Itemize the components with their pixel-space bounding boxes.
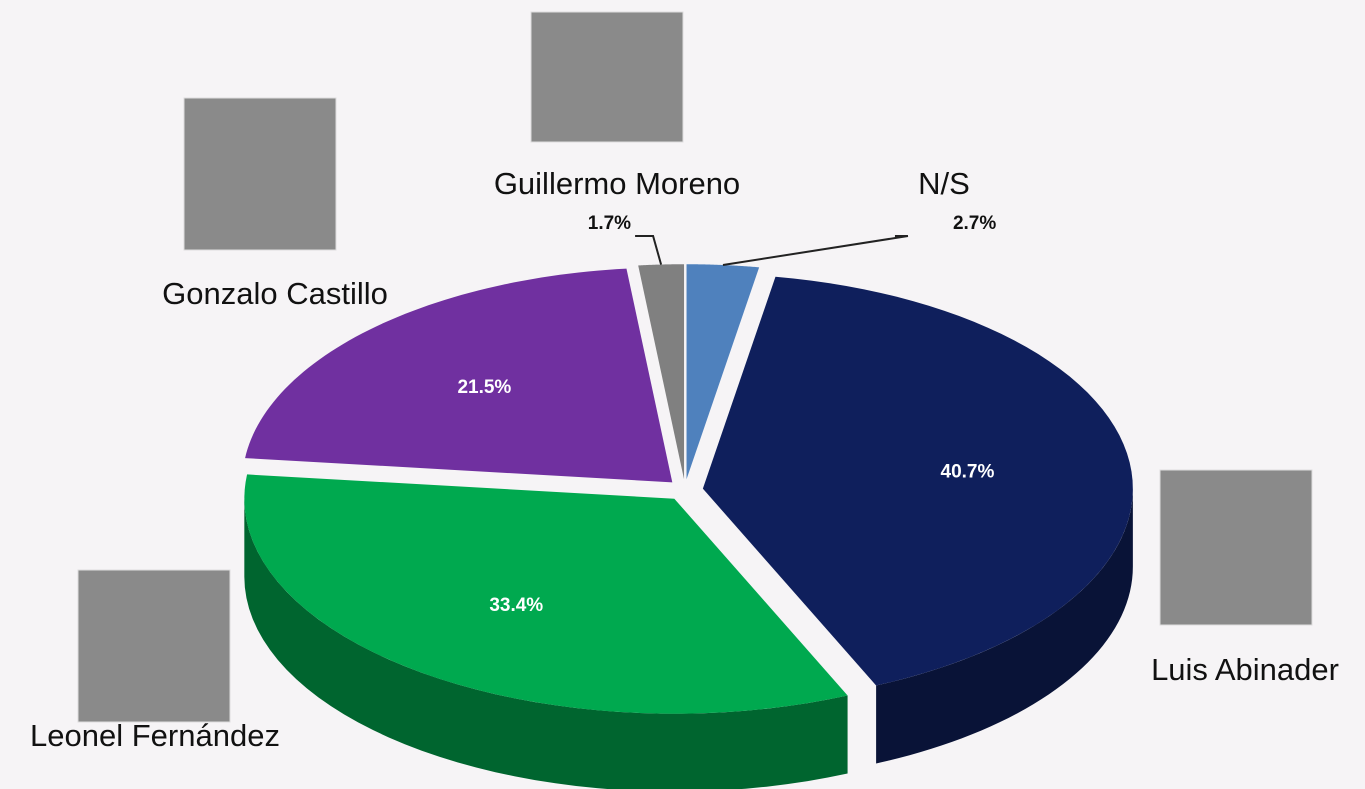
photo: [1160, 470, 1312, 625]
category-label: Leonel Fernández: [30, 718, 280, 753]
category-label: Guillermo Moreno: [494, 166, 740, 201]
photo: [78, 570, 230, 722]
value-label: 40.7%: [941, 461, 995, 482]
category-label: Gonzalo Castillo: [162, 276, 388, 311]
value-label: 2.7%: [953, 213, 996, 234]
category-label: Luis Abinader: [1151, 652, 1339, 687]
chart: 2.7% 40.7% 33.4% 21.5% 1.7% N/S Luis Abinader L…: [0, 0, 1365, 789]
value-label: 21.5%: [457, 377, 511, 398]
photo: [531, 12, 683, 142]
category-label: N/S: [918, 166, 970, 201]
value-label: 33.4%: [489, 595, 543, 616]
photo: [184, 98, 336, 250]
value-label: 1.7%: [588, 213, 631, 234]
